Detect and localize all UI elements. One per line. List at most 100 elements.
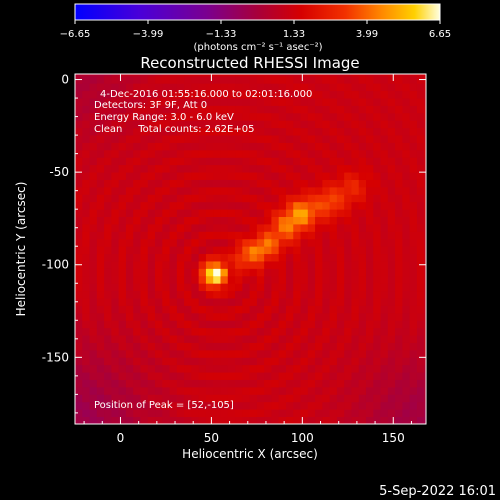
heatmap-cell [249,253,258,262]
heatmap-cell [365,201,374,210]
heatmap-cell [395,112,403,121]
heatmap-cell [96,327,105,336]
heatmap-cell [235,164,243,173]
heatmap-cell [89,186,98,195]
heatmap-cell [380,268,389,277]
heatmap-cell [351,127,360,136]
heatmap-cell [220,90,229,99]
heatmap-cell [235,246,243,255]
heatmap-cell [133,142,141,151]
heatmap-cell [220,224,229,232]
heatmap-cell [242,105,250,114]
heatmap-cell [387,320,396,329]
heatmap-cell [205,372,214,380]
heatmap-cell [271,320,280,329]
heatmap-cell [205,186,214,195]
heatmap-cell [315,231,323,240]
heatmap-cell [387,290,396,299]
heatmap-cell [169,409,178,417]
heatmap-cell [205,298,214,306]
heatmap-cell [380,74,389,77]
heatmap-cell [358,75,367,84]
heatmap-cell [133,112,141,121]
heatmap-cell [402,75,411,84]
heatmap-cell [205,164,214,173]
heatmap-cell [307,157,316,166]
heatmap-cell [307,231,316,240]
heatmap-cell [307,172,316,180]
heatmap-cell [300,261,309,269]
heatmap-cell [213,90,221,99]
heatmap-cell [424,142,426,151]
heatmap-cell [249,320,258,329]
heatmap-cell [147,216,156,225]
heatmap-cell [300,142,309,151]
heatmap-cell [264,268,272,277]
heatmap-cell [111,127,120,136]
heatmap-cell [89,416,98,424]
heatmap-cell [220,298,229,306]
heatmap-cell [184,290,192,299]
heatmap-cell [416,290,425,299]
heatmap-cell [409,386,418,395]
heatmap-cell [358,164,367,173]
heatmap-cell [213,372,221,380]
heatmap-cell [373,327,381,336]
heatmap-cell [140,127,149,136]
heatmap-cell [176,120,185,129]
heatmap-cell [242,201,250,210]
heatmap-cell [133,179,141,188]
heatmap-cell [82,283,90,292]
heatmap-cell [256,157,265,166]
heatmap-cell [220,290,229,299]
heatmap-cell [133,216,141,225]
heatmap-cell [133,305,141,314]
heatmap-cell [198,75,207,84]
heatmap-cell [96,246,105,255]
heatmap-cell [242,349,250,358]
heatmap-cell [264,342,272,351]
heatmap-cell [111,305,120,314]
heatmap-cell [249,349,258,358]
heatmap-cell [155,372,163,380]
heatmap-cell [271,186,280,195]
heatmap-cell [293,98,301,106]
heatmap-cell [220,216,229,225]
heatmap-cell [256,379,265,388]
heatmap-cell [402,149,411,158]
heatmap-cell [104,342,112,351]
heatmap-cell [96,209,105,217]
heatmap-cell [220,238,229,247]
heatmap-cell [155,364,163,373]
heatmap-cell [351,364,360,373]
heatmap-cell [365,268,374,277]
heatmap-cell [162,74,170,77]
heatmap-cell [278,149,287,158]
heatmap-cell [256,275,265,284]
heatmap-cell [387,261,396,269]
heatmap-cell [104,320,112,329]
heatmap-cell [307,290,316,299]
heatmap-cell [118,209,127,217]
heatmap-cell [111,283,120,292]
heatmap-cell [344,283,352,292]
heatmap-cell [307,112,316,121]
heatmap-cell [191,246,200,255]
heatmap-cell [351,135,360,143]
heatmap-cell [387,135,396,143]
heatmap-cell [293,386,301,395]
heatmap-cell [409,253,418,262]
heatmap-cell [220,231,229,240]
heatmap-cell [184,416,192,424]
heatmap-cell [118,216,127,225]
heatmap-cell [118,253,127,262]
heatmap-cell [409,231,418,240]
heatmap-cell [242,372,250,380]
heatmap-cell [125,179,134,188]
heatmap-cell [380,105,389,114]
heatmap-cell [169,349,178,358]
heatmap-cell [409,290,418,299]
heatmap-cell [307,98,316,106]
heatmap-cell [213,120,221,129]
heatmap-cell [387,364,396,373]
